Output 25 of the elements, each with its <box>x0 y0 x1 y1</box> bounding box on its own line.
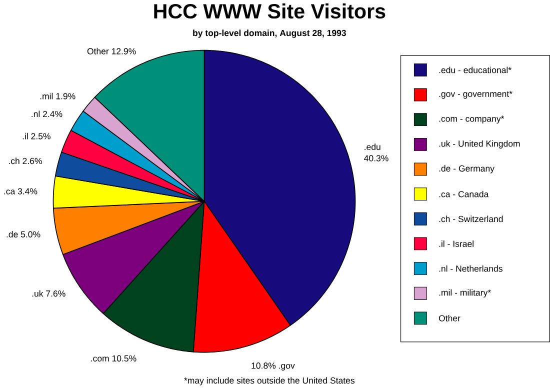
chart-subtitle: by top-level domain, August 28, 1993 <box>193 30 346 38</box>
data-label: .nl 2.4% <box>32 110 62 118</box>
legend-label: .nl - Netherlands <box>439 265 502 272</box>
legend-label: .il - Israel <box>439 240 474 248</box>
legend-label: .uk - United Kingdom <box>439 140 520 149</box>
data-label: .mil 1.9% <box>40 92 76 100</box>
legend-label: Other <box>438 315 460 322</box>
legend-label: .ca - Canada <box>439 190 489 198</box>
data-label: .de 5.0% <box>6 231 40 238</box>
data-label: .il 2.5% <box>22 132 50 140</box>
data-label: .uk 7.6% <box>32 290 66 297</box>
data-label: Other 12.9% <box>87 48 136 54</box>
legend-label: .edu - educational* <box>439 66 512 74</box>
data-label: .com 10.5% <box>91 355 136 362</box>
chart-title: HCC WWW Site Visitors <box>154 4 386 19</box>
data-label: .edu 40.3% <box>364 144 388 162</box>
legend-label: .com - company* <box>439 116 504 124</box>
legend-label: .mil - military* <box>439 289 491 298</box>
data-label: .ca 3.4% <box>4 188 38 194</box>
legend-label: .gov - government* <box>439 90 512 99</box>
data-label: .ch 2.6% <box>9 158 42 164</box>
legend-label: .de - Germany <box>439 165 494 174</box>
text: *may include sites outside the United States <box>184 377 354 386</box>
legend-label: .ch - Switzerland <box>439 216 503 222</box>
data-label: 10.8% .gov <box>252 362 295 371</box>
